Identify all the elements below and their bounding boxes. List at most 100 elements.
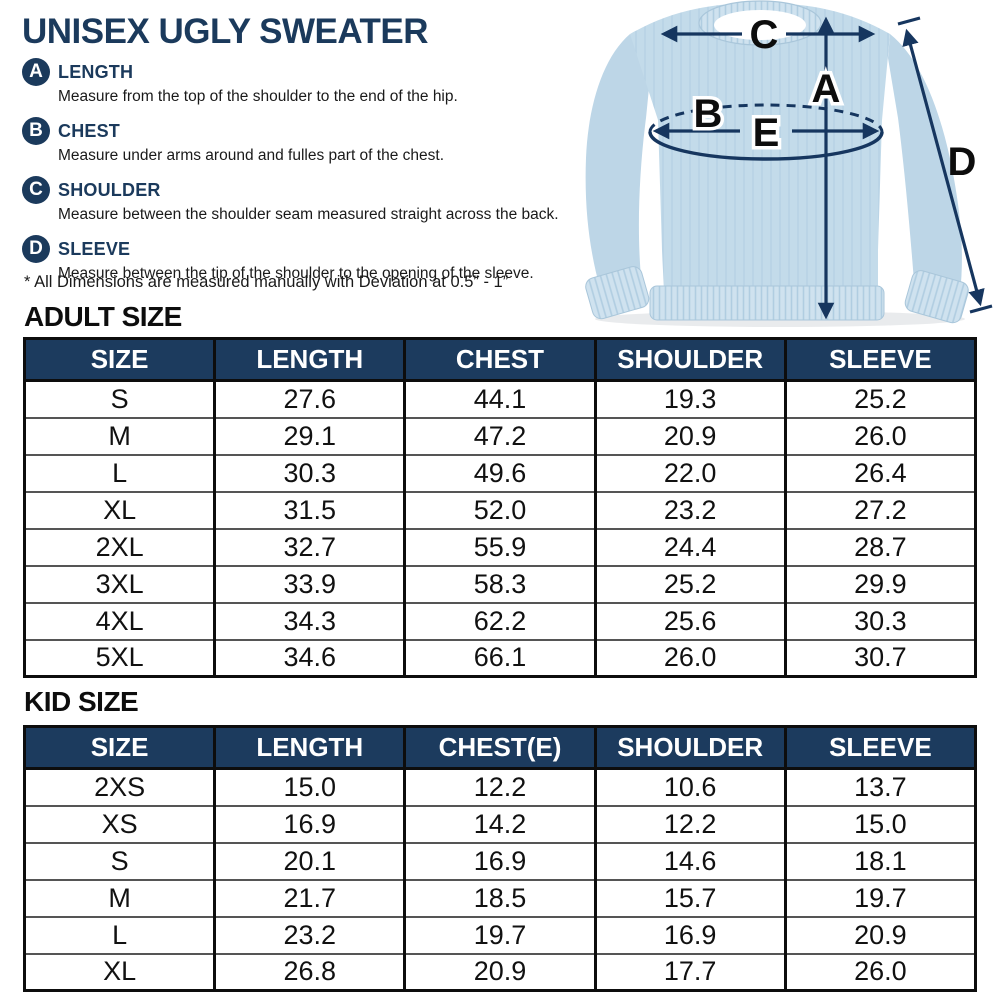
kid-value-cell: 26.8 — [213, 952, 407, 991]
kid-column-header: CHEST(E) — [403, 726, 597, 770]
kid-value-cell: 15.0 — [783, 804, 978, 843]
adult-value-cell: 33.9 — [213, 564, 407, 603]
kid-size-heading: KID SIZE — [24, 686, 139, 717]
kid-value-cell: 12.2 — [403, 768, 597, 806]
kid-header-row: SIZE LENGTH CHEST(E) SHOULDER SLEEVE — [22, 726, 978, 770]
adult-value-cell: 44.1 — [403, 380, 597, 418]
adult-value-cell: 28.7 — [783, 527, 978, 566]
letter-badge-b: B — [22, 117, 50, 145]
adult-value-cell: 26.4 — [783, 453, 978, 492]
dim-label-a: A — [812, 67, 841, 111]
adult-table-row: 5XL 34.6 66.1 26.0 30.7 — [22, 638, 978, 677]
adult-value-cell: 25.2 — [783, 380, 978, 418]
legend-label: LENGTH — [58, 61, 134, 82]
kid-value-cell: 21.7 — [213, 878, 407, 917]
kid-value-cell: 15.7 — [593, 878, 787, 917]
adult-value-cell: 29.9 — [783, 564, 978, 603]
adult-value-cell: 19.3 — [593, 380, 787, 418]
adult-value-cell: 30.7 — [783, 638, 978, 677]
adult-value-cell: 22.0 — [593, 453, 787, 492]
adult-column-header: SLEEVE — [783, 338, 978, 382]
kid-size-cell: M — [22, 878, 217, 917]
dim-label-e: E — [753, 111, 780, 155]
kid-table-row: M 21.7 18.5 15.7 19.7 — [22, 878, 978, 917]
kid-value-cell: 12.2 — [593, 804, 787, 843]
adult-value-cell: 34.6 — [213, 638, 407, 677]
sweater-left-sleeve — [585, 34, 652, 320]
adult-size-cell: 5XL — [22, 638, 217, 677]
adult-value-cell: 55.9 — [403, 527, 597, 566]
kid-value-cell: 10.6 — [593, 768, 787, 806]
adult-table-row: S 27.6 44.1 19.3 25.2 — [22, 380, 978, 418]
kid-column-header: SIZE — [22, 726, 217, 770]
adult-value-cell: 24.4 — [593, 527, 787, 566]
kid-table-row: XL 26.8 20.9 17.7 26.0 — [22, 952, 978, 991]
adult-value-cell: 26.0 — [783, 416, 978, 455]
letter-badge-c: C — [22, 176, 50, 204]
legend-label: CHEST — [58, 120, 121, 141]
legend-description: Measure under arms around and fulles par… — [58, 147, 444, 164]
kid-column-header: SLEEVE — [783, 726, 978, 770]
adult-header-row: SIZE LENGTH CHEST SHOULDER SLEEVE — [22, 338, 978, 382]
adult-value-cell: 47.2 — [403, 416, 597, 455]
adult-value-cell: 30.3 — [213, 453, 407, 492]
adult-value-cell: 27.6 — [213, 380, 407, 418]
kid-value-cell: 19.7 — [403, 915, 597, 954]
legend-description: Measure between the shoulder seam measur… — [58, 206, 559, 223]
kid-value-cell: 23.2 — [213, 915, 407, 954]
adult-value-cell: 25.2 — [593, 564, 787, 603]
kid-table-row: S 20.1 16.9 14.6 18.1 — [22, 841, 978, 880]
adult-value-cell: 49.6 — [403, 453, 597, 492]
sweater-diagram: C A B E D — [585, 0, 993, 327]
adult-size-cell: XL — [22, 490, 217, 529]
adult-size-heading: ADULT SIZE — [24, 301, 182, 332]
adult-value-cell: 52.0 — [403, 490, 597, 529]
adult-table-row: L 30.3 49.6 22.0 26.4 — [22, 453, 978, 492]
adult-column-header: LENGTH — [213, 338, 407, 382]
adult-value-cell: 34.3 — [213, 601, 407, 640]
kid-value-cell: 26.0 — [783, 952, 978, 991]
dim-label-c: C — [750, 13, 779, 57]
kid-value-cell: 13.7 — [783, 768, 978, 806]
kid-value-cell: 16.9 — [593, 915, 787, 954]
adult-value-cell: 62.2 — [403, 601, 597, 640]
adult-column-header: SHOULDER — [593, 338, 787, 382]
page-title: UNISEX UGLY SWEATER — [22, 12, 429, 51]
legend-label: SLEEVE — [58, 238, 131, 259]
sweater-hem — [649, 285, 885, 321]
kid-value-cell: 18.1 — [783, 841, 978, 880]
legend-label: SHOULDER — [58, 179, 161, 200]
adult-table-row: 2XL 32.7 55.9 24.4 28.7 — [22, 527, 978, 566]
adult-table-row: 3XL 33.9 58.3 25.2 29.9 — [22, 564, 978, 603]
legend-item-chest: B CHEST Measure under arms around and fu… — [22, 117, 597, 165]
kid-column-header: SHOULDER — [593, 726, 787, 770]
kid-value-cell: 16.9 — [213, 804, 407, 843]
adult-value-cell: 20.9 — [593, 416, 787, 455]
adult-size-table: SIZE LENGTH CHEST SHOULDER SLEEVE S 27.6 44.1 1… — [22, 337, 978, 678]
adult-value-cell: 31.5 — [213, 490, 407, 529]
adult-size-cell: M — [22, 416, 217, 455]
kid-size-cell: 2XS — [22, 768, 217, 806]
kid-size-cell: L — [22, 915, 217, 954]
kid-value-cell: 14.2 — [403, 804, 597, 843]
letter-badge-d: D — [22, 235, 50, 263]
kid-value-cell: 19.7 — [783, 878, 978, 917]
kid-size-cell: XL — [22, 952, 217, 991]
adult-value-cell: 58.3 — [403, 564, 597, 603]
adult-table-row: XL 31.5 52.0 23.2 27.2 — [22, 490, 978, 529]
legend-item-shoulder: C SHOULDER Measure between the shoulder … — [22, 176, 597, 224]
adult-size-cell: S — [22, 380, 217, 418]
legend-description: Measure from the top of the shoulder to … — [58, 88, 458, 105]
kid-value-cell: 14.6 — [593, 841, 787, 880]
chest-ellipse — [648, 103, 884, 161]
adult-size-cell: 4XL — [22, 601, 217, 640]
kid-table-row: XS 16.9 14.2 12.2 15.0 — [22, 804, 978, 843]
kid-value-cell: 18.5 — [403, 878, 597, 917]
adult-size-cell: L — [22, 453, 217, 492]
kid-table-row: L 23.2 19.7 16.9 20.9 — [22, 915, 978, 954]
deviation-note: * All Dimensions are measured manually w… — [24, 273, 509, 291]
kid-size-cell: S — [22, 841, 217, 880]
adult-value-cell: 32.7 — [213, 527, 407, 566]
kid-value-cell: 16.9 — [403, 841, 597, 880]
